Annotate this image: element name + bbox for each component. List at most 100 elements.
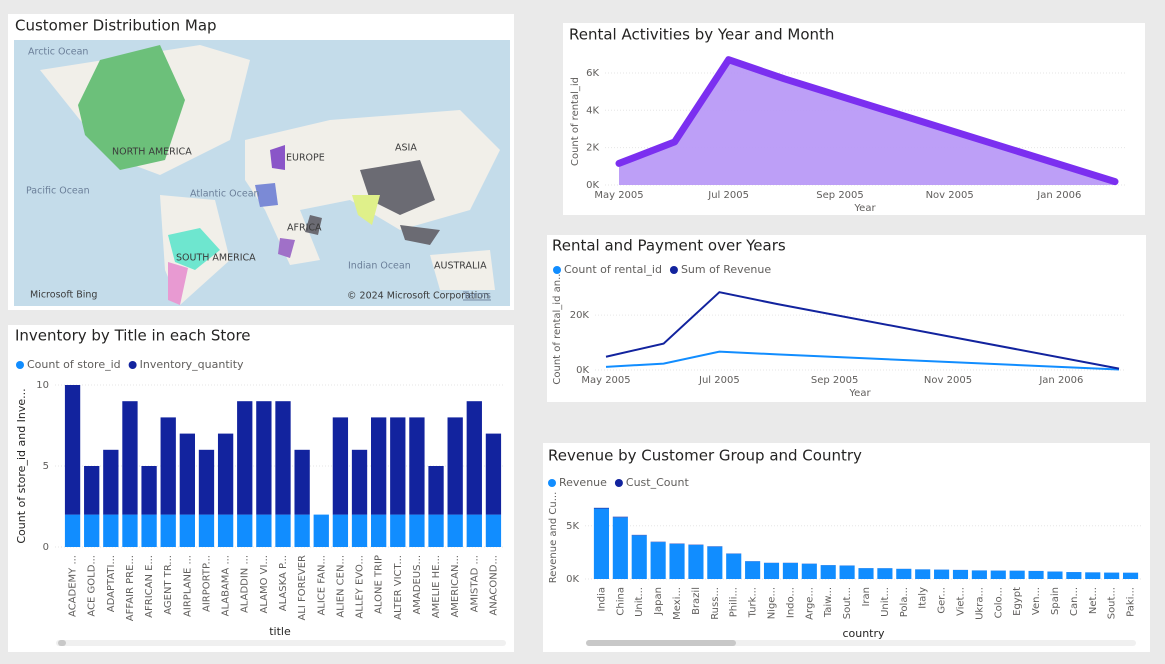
x-tick-label: ALLEY EVO... [355, 555, 366, 619]
line [615, 56, 1119, 186]
map-label: Indian Ocean [348, 261, 411, 272]
bar [122, 514, 138, 547]
x-tick-label: AIRPORTP... [201, 555, 212, 612]
bar [371, 417, 387, 515]
x-tick-label: ALAMO VI... [259, 555, 270, 614]
bar [669, 543, 685, 579]
y-tick-label: 0K [586, 180, 599, 191]
chart-title: Rental and Payment over Years [552, 237, 786, 255]
x-tick-label: May 2005 [594, 190, 643, 201]
y-tick-label: 6K [586, 68, 599, 79]
x-tick-label: Nov 2005 [924, 375, 972, 386]
bar [858, 568, 874, 579]
x-tick-label: Spain [1050, 587, 1061, 615]
land [430, 250, 495, 290]
x-tick-label: ANACOND... [488, 555, 499, 616]
bar [160, 417, 176, 515]
bar [726, 553, 742, 579]
x-tick-label: Jul 2005 [707, 190, 749, 201]
x-tick-label: Taiw... [823, 587, 834, 618]
y-tick-label: 0K [576, 365, 589, 376]
bar [428, 466, 444, 515]
bar [896, 568, 912, 579]
x-tick-label: ALIEN CEN... [335, 555, 346, 618]
bar [1066, 572, 1082, 579]
x-tick-label: Russ... [710, 587, 721, 620]
map-label: Pacific Ocean [26, 186, 90, 197]
bar [466, 401, 482, 515]
bar [915, 569, 931, 579]
legend-marker [548, 479, 556, 487]
scrollbar[interactable] [58, 640, 66, 646]
x-tick-label: ALTER VICT... [393, 555, 404, 620]
x-tick-label: ALI FOREVER [297, 555, 308, 621]
bar [141, 466, 157, 515]
bar [198, 449, 215, 515]
x-tick-label: AFFAIR PRE... [125, 555, 136, 621]
y-tick-label: 10 [36, 380, 49, 391]
bar [409, 514, 425, 547]
x-tick-label: Colo... [993, 587, 1004, 618]
bar [294, 514, 310, 547]
x-tick-label: AFRICAN E... [144, 555, 155, 618]
bar [485, 433, 502, 515]
map-attribution: Microsoft Bing [30, 290, 97, 301]
bar [763, 562, 780, 579]
y-tick-label: 20K [570, 310, 590, 321]
y-axis-label: Count of rental_id an... [552, 270, 563, 384]
bar [217, 433, 234, 515]
region [78, 45, 185, 170]
x-tick-label: Ven... [1031, 587, 1042, 615]
legend-label: Revenue [559, 476, 607, 489]
x-tick-label: Brazil [691, 587, 702, 615]
bar [179, 433, 195, 515]
x-tick-label: Arge... [804, 587, 815, 620]
scrollbar[interactable] [586, 640, 736, 646]
x-tick-label: AMERICAN... [450, 555, 461, 618]
x-axis-label: Year [853, 203, 876, 214]
x-tick-label: Pola... [899, 587, 910, 617]
x-tick-label: Ger... [937, 587, 948, 614]
region [400, 225, 440, 245]
x-tick-label: ALADDIN ... [240, 555, 251, 613]
x-tick-label: Viet... [955, 587, 966, 616]
map-label: SOUTH AMERICA [176, 253, 256, 264]
bar [332, 514, 349, 547]
x-tick-label: ACE GOLD... [87, 555, 98, 617]
chart-title: Revenue by Customer Group and Country [548, 447, 862, 465]
map-label: EUROPE [286, 153, 325, 164]
bar [237, 514, 253, 547]
bar [103, 514, 119, 547]
y-tick-label: 4K [586, 105, 599, 116]
x-tick-label: Sout... [1107, 587, 1118, 619]
bar [485, 514, 502, 547]
x-tick-label: Japan [653, 587, 664, 616]
bar [593, 507, 610, 509]
bar [371, 514, 387, 547]
bar [409, 417, 425, 515]
map[interactable]: Arctic Ocean NORTH AMERICA EUROPE ASIA P… [14, 40, 510, 306]
map-link[interactable]: Terms [462, 291, 491, 302]
x-tick-label: Mexi... [672, 587, 683, 620]
x-axis-label: country [842, 627, 885, 640]
x-tick-label: AMELIE HE... [431, 555, 442, 618]
bar [103, 449, 119, 515]
x-axis-label: title [269, 625, 291, 638]
x-tick-label: AGENT TR... [163, 555, 174, 615]
region [168, 262, 188, 305]
y-tick-label: 0K [566, 574, 579, 585]
legend-marker [16, 361, 24, 369]
x-tick-label: ALASKA P... [278, 555, 289, 611]
bar [294, 449, 310, 515]
legend-label: Cust_Count [626, 476, 690, 489]
x-tick-label: AMADEUS... [412, 555, 423, 615]
map-label: AUSTRALIA [434, 261, 487, 272]
bar [275, 401, 291, 515]
bar [1104, 572, 1120, 579]
legend-label: Count of rental_id [564, 263, 662, 276]
x-tick-label: Jan 2006 [1038, 375, 1083, 386]
bar [877, 568, 893, 579]
bar [971, 570, 987, 579]
bar [64, 385, 81, 515]
